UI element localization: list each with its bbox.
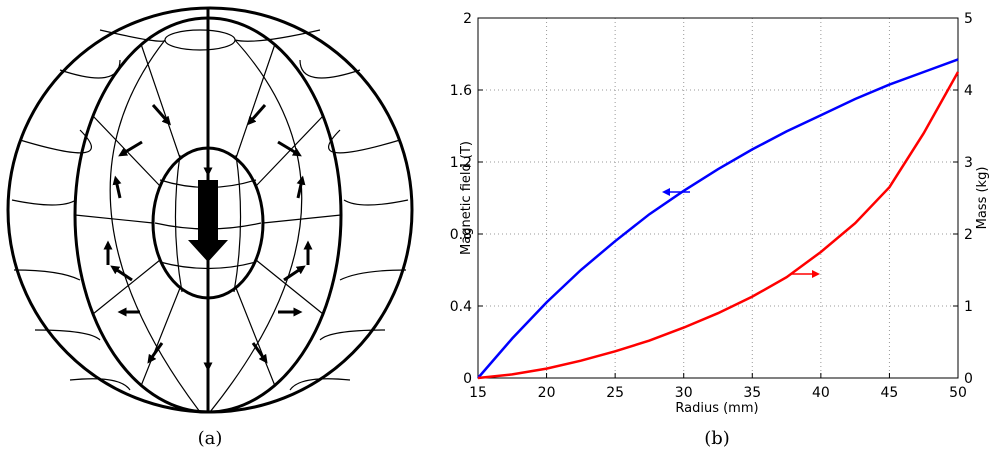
x-tick-label: 30 — [675, 385, 693, 401]
x-tick-label: 20 — [538, 385, 556, 401]
y2-axis-label: Mass (kg) — [975, 167, 990, 230]
arrow — [147, 342, 164, 364]
series-annotations — [662, 188, 820, 278]
x-tick-label: 40 — [812, 385, 830, 401]
arrow — [118, 140, 143, 157]
y2-tick-label: 2 — [964, 227, 973, 243]
arrow — [151, 104, 171, 126]
data-line — [477, 58, 959, 379]
y2-tick-label: 3 — [964, 155, 973, 171]
meridian-lines — [109, 39, 303, 413]
y-tick-label: 0.8 — [450, 227, 472, 243]
sphere-diagram — [6, 6, 414, 414]
x-tick-label: 35 — [743, 385, 761, 401]
arrow — [247, 104, 267, 126]
y2-tick-label: 0 — [964, 371, 973, 387]
y-tick-label: 1.2 — [450, 155, 472, 171]
arrow — [277, 140, 302, 157]
plot-frame — [477, 17, 959, 379]
y-tick-label: 1.6 — [450, 83, 472, 99]
arrow — [296, 175, 306, 199]
y-axis-label: Magnetic field (T) — [459, 141, 474, 255]
caption: (a) — [198, 428, 223, 449]
core-arrow — [188, 180, 228, 262]
x-tick-label: 15 — [469, 385, 487, 401]
caption: (b) — [704, 428, 730, 449]
x-axis-label: Radius (mm) — [675, 401, 758, 416]
data-line — [477, 71, 960, 380]
y2-tick-label: 5 — [964, 11, 973, 27]
annotation-arrowhead — [662, 188, 670, 196]
arrow — [112, 175, 122, 199]
y2-tick-label: 1 — [964, 299, 973, 315]
annotation-arrowhead — [812, 270, 820, 278]
y-tick-label: 2 — [463, 11, 472, 27]
top-loop — [164, 29, 236, 51]
y-tick-label: 0 — [463, 371, 472, 387]
field-arrows — [103, 104, 313, 372]
arrow — [110, 265, 133, 282]
y-tick-label: 0.4 — [450, 299, 472, 315]
x-tick-label: 50 — [949, 385, 967, 401]
x-tick-label: 45 — [881, 385, 899, 401]
arrow — [251, 342, 268, 364]
y2-tick-label: 4 — [964, 83, 973, 99]
arrow — [283, 265, 306, 282]
x-tick-label: 25 — [606, 385, 624, 401]
